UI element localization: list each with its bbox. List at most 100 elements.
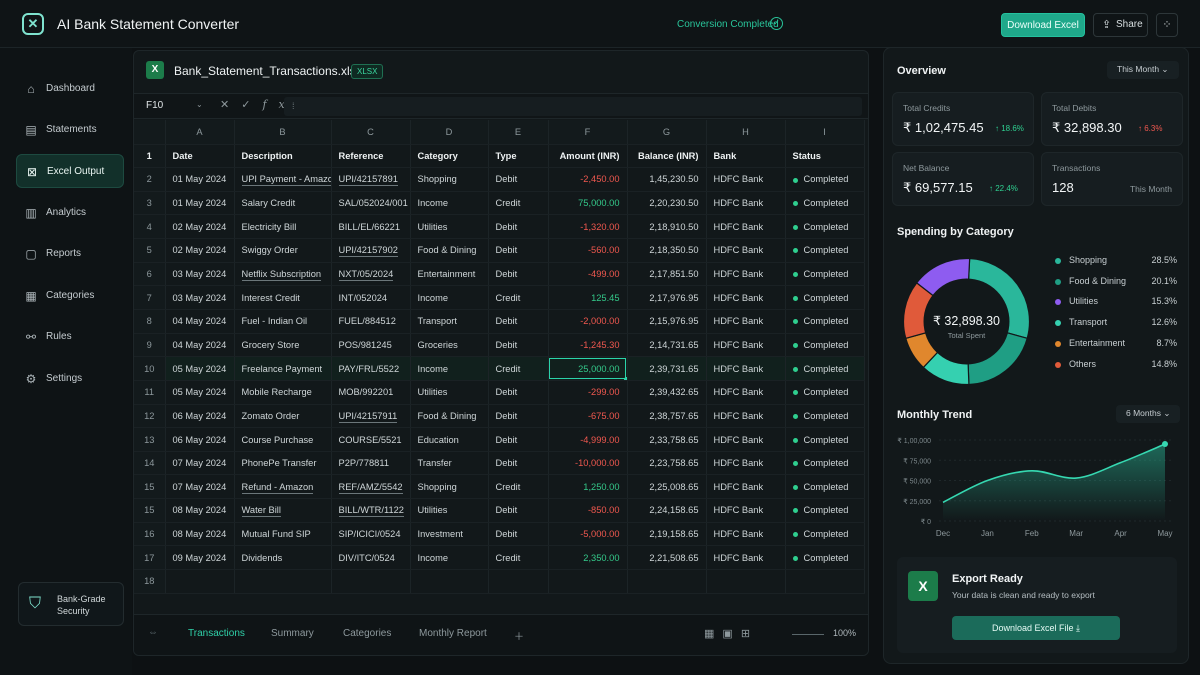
- row-number[interactable]: 8: [134, 309, 166, 334]
- add-sheet-icon[interactable]: ＋: [514, 632, 524, 643]
- row-number[interactable]: 15: [134, 474, 166, 500]
- amount-cell[interactable]: 1,250.00: [548, 474, 628, 500]
- header-cell[interactable]: Date: [165, 144, 235, 169]
- column-header[interactable]: D: [410, 120, 489, 145]
- category-cell[interactable]: Income: [410, 356, 489, 381]
- trend-period-select[interactable]: 6 Months ⌄: [1116, 405, 1181, 423]
- download-excel-file-button[interactable]: Download Excel File ⤓: [952, 616, 1120, 640]
- date-cell[interactable]: 07 May 2024: [165, 451, 235, 476]
- amount-cell[interactable]: -560.00: [548, 238, 628, 263]
- category-cell[interactable]: Utilities: [410, 380, 489, 405]
- row-number[interactable]: 4: [134, 214, 166, 240]
- row-number[interactable]: 17: [134, 545, 166, 571]
- date-cell[interactable]: 01 May 2024: [165, 191, 235, 216]
- reference-cell[interactable]: BILL/WTR/1122: [331, 498, 411, 523]
- reference-cell[interactable]: PAY/FRL/5522: [331, 356, 411, 381]
- type-cell[interactable]: Debit: [488, 167, 549, 192]
- row-number[interactable]: 18: [134, 569, 166, 594]
- bank-cell[interactable]: HDFC Bank: [706, 474, 786, 500]
- date-cell[interactable]: 03 May 2024: [165, 285, 235, 310]
- table-row[interactable]: 4 02 May 2024 Electricity Bill BILL/EL/6622…: [134, 214, 865, 240]
- date-cell[interactable]: 02 May 2024: [165, 214, 235, 240]
- category-cell[interactable]: Shopping: [410, 167, 489, 192]
- status-cell[interactable]: Completed: [785, 522, 865, 547]
- category-cell[interactable]: Utilities: [410, 214, 489, 240]
- empty-cell[interactable]: [785, 569, 865, 594]
- balance-cell[interactable]: 2,14,731.65: [627, 333, 707, 358]
- header-cell[interactable]: Reference: [331, 144, 411, 169]
- row-number[interactable]: 3: [134, 191, 166, 216]
- description-cell[interactable]: Salary Credit: [234, 191, 332, 216]
- amount-cell[interactable]: 25,000.00: [548, 356, 628, 381]
- status-cell[interactable]: Completed: [785, 380, 865, 405]
- period-select[interactable]: This Month ⌄: [1107, 61, 1179, 79]
- header-cell[interactable]: Bank: [706, 144, 786, 169]
- row-number[interactable]: 10: [134, 356, 166, 381]
- amount-cell[interactable]: -2,450.00: [548, 167, 628, 192]
- balance-cell[interactable]: 2,25,008.65: [627, 474, 707, 500]
- bank-cell[interactable]: HDFC Bank: [706, 380, 786, 405]
- reference-cell[interactable]: FUEL/884512: [331, 309, 411, 334]
- category-cell[interactable]: Groceries: [410, 333, 489, 358]
- column-header[interactable]: F: [548, 120, 628, 145]
- date-cell[interactable]: 09 May 2024: [165, 545, 235, 571]
- reference-cell[interactable]: UPI/42157911: [331, 404, 411, 429]
- date-cell[interactable]: 06 May 2024: [165, 404, 235, 429]
- amount-cell[interactable]: -2,000.00: [548, 309, 628, 334]
- bank-cell[interactable]: HDFC Bank: [706, 545, 786, 571]
- type-cell[interactable]: Debit: [488, 309, 549, 334]
- sidebar-item-analytics[interactable]: ▥ Analytics: [16, 196, 124, 230]
- row-number[interactable]: 5: [134, 238, 166, 263]
- share-button[interactable]: ⇪ Share: [1093, 13, 1148, 37]
- status-cell[interactable]: Completed: [785, 262, 865, 287]
- type-cell[interactable]: Debit: [488, 238, 549, 263]
- tab-transactions[interactable]: Transactions: [188, 628, 245, 639]
- sidebar-item-settings[interactable]: ⚙ Settings: [16, 362, 124, 396]
- description-cell[interactable]: Netflix Subscription: [234, 262, 332, 287]
- balance-cell[interactable]: 2,15,976.95: [627, 309, 707, 334]
- date-cell[interactable]: 08 May 2024: [165, 498, 235, 523]
- category-cell[interactable]: Shopping: [410, 474, 489, 500]
- column-header[interactable]: I: [785, 120, 865, 145]
- status-cell[interactable]: Completed: [785, 333, 865, 358]
- type-cell[interactable]: Debit: [488, 214, 549, 240]
- date-cell[interactable]: 04 May 2024: [165, 333, 235, 358]
- amount-cell[interactable]: -499.00: [548, 262, 628, 287]
- tab-monthly-report[interactable]: Monthly Report: [419, 628, 487, 639]
- bank-cell[interactable]: HDFC Bank: [706, 214, 786, 240]
- table-row[interactable]: 2 01 May 2024 UPI Payment - Amazon UPI/4215…: [134, 167, 865, 192]
- balance-cell[interactable]: 2,39,432.65: [627, 380, 707, 405]
- amount-cell[interactable]: -1,245.30: [548, 333, 628, 358]
- tab-summary[interactable]: Summary: [271, 628, 314, 639]
- row-number[interactable]: 13: [134, 427, 166, 452]
- reference-cell[interactable]: UPI/42157891: [331, 167, 411, 192]
- sidebar-item-categories[interactable]: ▦ Categories: [16, 279, 124, 313]
- header-cell[interactable]: Status: [785, 144, 865, 169]
- empty-cell[interactable]: [410, 569, 489, 594]
- type-cell[interactable]: Credit: [488, 474, 549, 500]
- date-cell[interactable]: 03 May 2024: [165, 262, 235, 287]
- description-cell[interactable]: Mobile Recharge: [234, 380, 332, 405]
- balance-cell[interactable]: 2,17,976.95: [627, 285, 707, 310]
- fill-handle[interactable]: [623, 376, 626, 380]
- date-cell[interactable]: 07 May 2024: [165, 474, 235, 500]
- reference-cell[interactable]: BILL/EL/66221: [331, 214, 411, 240]
- status-cell[interactable]: Completed: [785, 404, 865, 429]
- status-cell[interactable]: Completed: [785, 191, 865, 216]
- category-cell[interactable]: Utilities: [410, 498, 489, 523]
- header-cell[interactable]: Amount (INR): [548, 144, 628, 169]
- table-row[interactable]: 12 06 May 2024 Zomato Order UPI/42157911 Foo…: [134, 404, 865, 429]
- type-cell[interactable]: Debit: [488, 404, 549, 429]
- description-cell[interactable]: Electricity Bill: [234, 214, 332, 240]
- download-excel-button[interactable]: Download Excel: [1001, 13, 1085, 37]
- table-row[interactable]: 18: [134, 569, 865, 594]
- amount-cell[interactable]: 125.45: [548, 285, 628, 310]
- bank-cell[interactable]: HDFC Bank: [706, 191, 786, 216]
- category-cell[interactable]: Transfer: [410, 451, 489, 476]
- table-row[interactable]: 15 08 May 2024 Water Bill BILL/WTR/1122 Util…: [134, 498, 865, 523]
- table-row[interactable]: 6 03 May 2024 Netflix Subscription NXT/05/2…: [134, 262, 865, 287]
- reference-cell[interactable]: REF/AMZ/5542: [331, 474, 411, 500]
- empty-cell[interactable]: [488, 569, 549, 594]
- row-number[interactable]: 15: [134, 498, 166, 523]
- status-cell[interactable]: Completed: [785, 451, 865, 476]
